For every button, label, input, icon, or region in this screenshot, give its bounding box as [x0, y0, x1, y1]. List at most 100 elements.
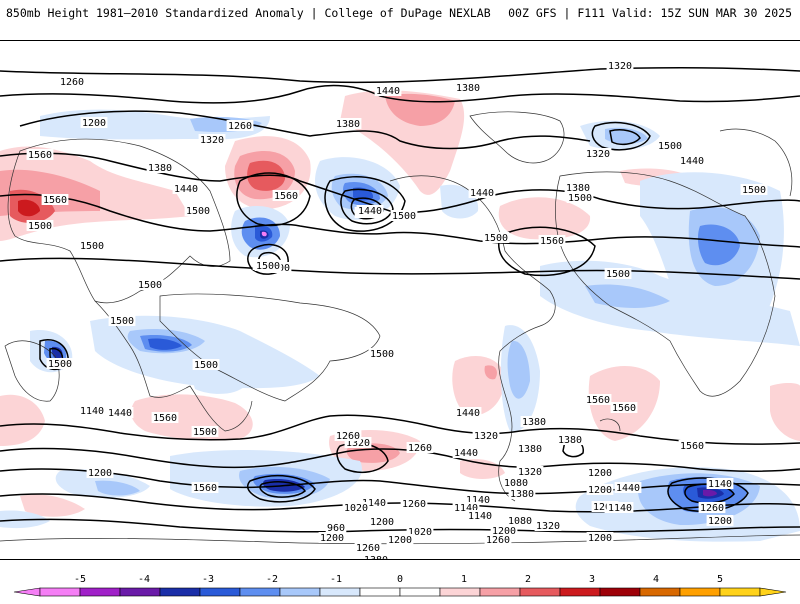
colorbar-tick-label: -2	[266, 574, 278, 585]
colorbar-tick-label: 4	[653, 574, 659, 585]
colorbar-swatch	[439, 587, 481, 597]
contour-label: 1140	[608, 503, 632, 514]
contour-label-backing	[325, 522, 347, 533]
contour-label-backing	[454, 407, 482, 418]
contour-label-backing	[151, 412, 179, 423]
contour-label-backing	[706, 478, 734, 489]
contour-label: 1200	[88, 468, 112, 479]
colorbar-swatch	[319, 587, 361, 597]
contour-label-backing	[506, 515, 534, 526]
contour-label-backing	[466, 510, 494, 521]
contour-label: 1500	[742, 185, 766, 196]
contour-label-backing	[678, 155, 706, 166]
contour-label-backing	[386, 534, 414, 545]
contour-label-backing	[226, 120, 254, 131]
colorbar-tick-label: -5	[74, 574, 86, 585]
contour-label-backing	[706, 515, 734, 526]
contour-label-backing	[452, 502, 480, 513]
colorbar-swatches	[13, 587, 787, 597]
contour-label: 1320	[200, 135, 224, 146]
contour-label-backing	[584, 394, 612, 405]
contour-label-backing	[452, 447, 480, 458]
contour-label-backing	[360, 497, 388, 508]
contour-label: 1500	[193, 427, 217, 438]
contour-label-backing	[136, 279, 164, 290]
contour-label-backing	[468, 187, 496, 198]
contour-label: 1380	[522, 417, 546, 428]
contour-label-backing	[80, 117, 108, 128]
colorbar-tick-label: -4	[138, 574, 150, 585]
contour-label: 1140	[708, 479, 732, 490]
colorbar-tick-label: 5	[717, 574, 723, 585]
colorbar-swatch	[279, 587, 321, 597]
colorbar-swatch	[239, 587, 281, 597]
contour-label: 1140	[454, 503, 478, 514]
colorbar-tick-label: 0	[397, 574, 403, 585]
contour-label-backing	[502, 477, 530, 488]
contour-label-backing	[520, 416, 548, 427]
contour-label-backing	[586, 467, 614, 478]
contour-label: 1500	[484, 233, 508, 244]
contour-label: 1200	[320, 533, 344, 544]
contour-label: 1260	[60, 77, 84, 88]
contour-label-backing	[464, 494, 492, 505]
contour-label: 1440	[616, 483, 640, 494]
contour-label-backing	[362, 554, 390, 559]
colorbar-tick-label: -1	[330, 574, 342, 585]
contour-label-backing	[591, 501, 619, 512]
contour-label-backing	[146, 162, 174, 173]
contour-label-backing	[534, 520, 562, 531]
contour-label: 1200	[588, 533, 612, 544]
colorbar-swatch	[519, 587, 561, 597]
contour-label: 1500	[48, 359, 72, 370]
contour-label: 1380	[566, 183, 590, 194]
contour-label-backing	[191, 426, 219, 437]
contour-label: 1440	[680, 156, 704, 167]
contour-label: 1320	[474, 431, 498, 442]
contour-label-backing	[26, 220, 54, 231]
contour-label: 1500	[256, 261, 280, 272]
colorbar-swatch	[719, 587, 761, 597]
colorbar-tick-label: 2	[525, 574, 531, 585]
colorbar-swatch	[79, 587, 121, 597]
contour-label: 1500	[28, 221, 52, 232]
contour-label: 1500	[568, 193, 592, 204]
contour-label: 1560	[153, 413, 177, 424]
colorbar-swatch	[119, 587, 161, 597]
colorbar-ticks: -5 -4 -3 -2 -1 0 1 2 3 4 5	[74, 574, 723, 585]
contour-label: 1380	[148, 163, 172, 174]
contour-label-backing	[368, 516, 396, 527]
contour-label-backing	[334, 118, 362, 129]
contour-label-backing	[356, 205, 384, 216]
contour-label: 1440	[174, 184, 198, 195]
colorbar-swatch	[679, 587, 721, 597]
contour-label-backing	[406, 526, 434, 537]
contour-label: 1260	[700, 503, 724, 514]
contour-label-backing	[354, 542, 382, 553]
contour-label: 1260	[486, 535, 510, 546]
contour-label: 1560	[540, 236, 564, 247]
contour-label: 1500	[110, 316, 134, 327]
contour-label-backing	[472, 430, 500, 441]
contour-label: 1500	[80, 241, 104, 252]
contour-label: 1560	[193, 483, 217, 494]
contour-label-backing	[656, 140, 684, 151]
contour-label-backing	[26, 149, 54, 160]
contour-label: 1200	[82, 118, 106, 129]
contour-label: 1020	[344, 503, 368, 514]
contour-label-backing	[106, 407, 134, 418]
coastlines	[0, 111, 800, 545]
contour-label: 1560	[586, 395, 610, 406]
contour-label: 1440	[454, 448, 478, 459]
contour-label: 1200	[593, 502, 617, 513]
contour-label-backing	[586, 484, 614, 495]
colorbar-tick-label: 3	[589, 574, 595, 585]
map-title: 850mb Height 1981–2010 Standardized Anom…	[6, 6, 491, 20]
colorbar-swatch	[479, 587, 521, 597]
contour-label: 1080	[508, 516, 532, 527]
contour-label-backing	[374, 85, 402, 96]
contour-label: 1320	[608, 61, 632, 72]
colorbar-canvas: -5 -4 -3 -2 -1 0 1 2 3 4 5	[13, 574, 787, 597]
contour-label: 1320	[518, 467, 542, 478]
